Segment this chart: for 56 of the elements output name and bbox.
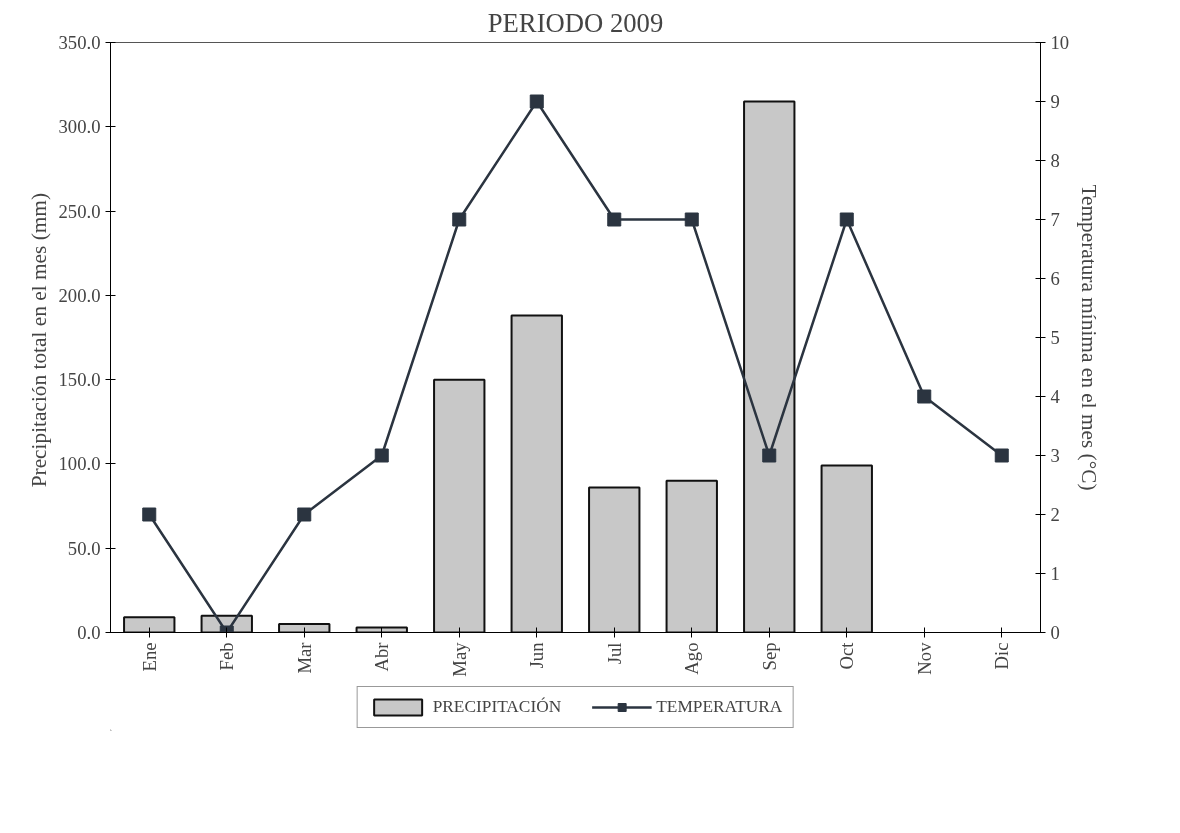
bar <box>123 616 176 633</box>
y2-tick-label: 5 <box>1050 327 1060 348</box>
y2-tick-label: 9 <box>1050 91 1060 112</box>
y-tick-label: 50.0 <box>67 537 101 559</box>
y2-tick-label: 1 <box>1050 563 1060 584</box>
y-axis-title: Precipitación total en el mes (mm) <box>26 192 51 488</box>
x-tick-label: Mar <box>293 641 315 674</box>
y-tick-label: 0.0 <box>77 622 101 643</box>
chart-title: PERIODO 2009 <box>487 7 664 38</box>
x-tick-label: Ago <box>681 642 703 675</box>
y2-tick-label: 4 <box>1050 386 1061 407</box>
bar <box>665 479 718 633</box>
point <box>297 507 312 522</box>
bar <box>278 623 331 633</box>
y2-tick-label: 3 <box>1050 445 1060 466</box>
point <box>917 389 932 404</box>
bar <box>433 378 486 633</box>
point <box>684 212 699 227</box>
y2-tick-label: 7 <box>1050 209 1060 230</box>
y-tick-label: 100.0 <box>58 453 101 475</box>
point <box>529 94 544 109</box>
y2-tick-label: 8 <box>1050 150 1060 171</box>
y2-tick-label: 2 <box>1050 504 1060 525</box>
x-tick-label: Dic <box>991 642 1013 670</box>
x-tick-label: Nov <box>913 641 935 675</box>
point <box>452 212 467 227</box>
point <box>142 507 157 522</box>
point <box>994 448 1009 463</box>
bar <box>743 100 796 633</box>
y2-tick-label: 10 <box>1050 32 1070 53</box>
y2-tick-label: 6 <box>1050 268 1060 289</box>
x-tick-label: Abr <box>371 641 393 672</box>
y-tick-label: 300.0 <box>58 116 101 138</box>
point <box>607 212 622 227</box>
x-tick-label: Jul <box>603 642 625 665</box>
bar <box>510 314 563 633</box>
y-tick-label: 150.0 <box>58 369 101 391</box>
y-tick-label: 250.0 <box>58 200 101 222</box>
x-tick-label: Jun <box>526 641 548 669</box>
bar <box>588 486 641 633</box>
bar <box>355 626 408 633</box>
x-tick-label: Feb <box>216 642 238 671</box>
point <box>839 212 854 227</box>
point <box>762 448 777 463</box>
legend-label: TEMPERATURA <box>656 697 783 717</box>
y-tick-label: 200.0 <box>58 284 101 306</box>
x-tick-label: Sep <box>758 642 780 671</box>
x-tick-label: Ene <box>138 642 160 672</box>
y2-axis-title: Temperatura mínima en el mes (°C) <box>1077 184 1102 491</box>
legend-label: PRECIPITACIÓN <box>432 697 562 717</box>
x-tick-label: Oct <box>836 641 858 670</box>
x-tick-label: May <box>448 641 470 677</box>
bar <box>820 464 873 633</box>
y2-tick-label: 0 <box>1050 622 1060 643</box>
point <box>374 448 389 463</box>
y-tick-label: 350.0 <box>58 32 101 53</box>
